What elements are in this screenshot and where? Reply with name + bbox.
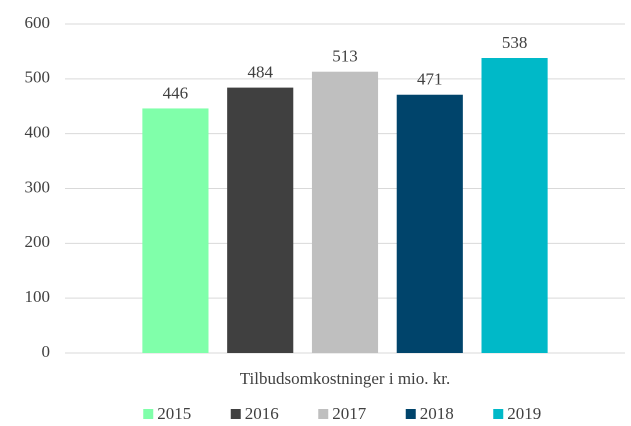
bar (227, 87, 294, 354)
legend-label: 2018 (420, 404, 454, 423)
bar (396, 94, 463, 354)
data-label: 471 (417, 70, 443, 89)
data-label: 484 (247, 63, 273, 82)
data-label: 446 (163, 83, 189, 102)
legend-label: 2015 (157, 404, 191, 423)
y-tick-label: 300 (25, 177, 51, 196)
y-tick-label: 0 (42, 342, 51, 361)
legend-swatch (405, 409, 416, 419)
legend-label: 2019 (507, 404, 541, 423)
bar (142, 108, 209, 354)
legend-swatch (318, 409, 329, 419)
y-tick-label: 100 (25, 287, 51, 306)
legend-label: 2017 (332, 404, 367, 423)
x-tick-label: Tilbudsomkostninger i mio. kr. (240, 369, 450, 388)
y-tick-label: 500 (25, 68, 51, 87)
data-label: 513 (332, 47, 358, 66)
bar (311, 71, 379, 353)
legend-swatch (493, 409, 504, 419)
y-tick-label: 200 (25, 232, 51, 251)
y-tick-label: 600 (25, 13, 51, 32)
legend-swatch (143, 409, 154, 419)
legend-swatch (230, 409, 241, 419)
y-tick-label: 400 (25, 123, 51, 142)
bar (481, 57, 548, 353)
data-label: 538 (502, 33, 528, 52)
legend-label: 2016 (245, 404, 279, 423)
